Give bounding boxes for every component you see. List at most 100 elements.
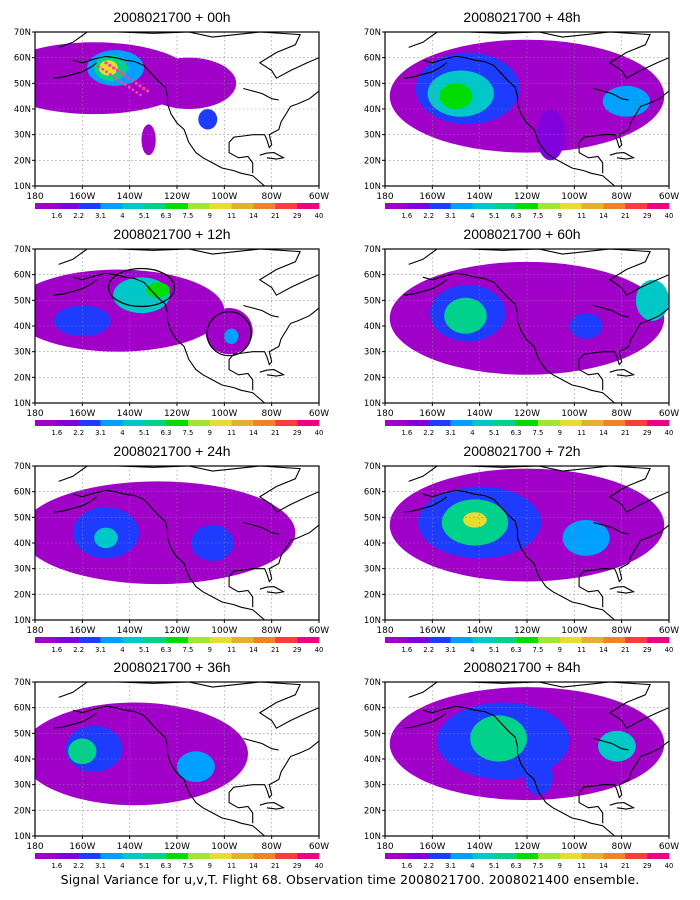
colorbar-swatch (428, 637, 451, 643)
colorbar-label: 7.5 (183, 646, 194, 654)
colorbar-swatch (209, 203, 232, 209)
y-tick-label: 50N (364, 513, 381, 523)
y-tick-label: 30N (364, 781, 381, 791)
panel-title: 2008021700 + 72h (463, 443, 581, 459)
x-tick-label: 120W (514, 626, 540, 636)
colorbar-label: 7.5 (183, 862, 194, 870)
colorbar-label: 21 (621, 429, 630, 437)
x-tick-label: 140W (117, 626, 143, 636)
panel-title: 2008021700 + 00h (113, 9, 231, 25)
colorbar-label: 2.2 (423, 862, 434, 870)
map-panel-6: 10N 20N 30N 40N 50N 60N 70N 180 160W 140W 120W 100W… (12, 658, 332, 873)
x-tick-label: 120W (164, 192, 190, 202)
colorbar-swatch (537, 853, 561, 859)
colorbar-swatch (625, 420, 648, 426)
y-tick-label: 60N (364, 54, 381, 64)
y-tick-label: 30N (364, 565, 381, 575)
colorbar-label: 6.3 (161, 646, 172, 654)
map-plot: 10N 20N 30N 40N 50N 60N 70N 180 160W 140W 120W 100W… (364, 28, 679, 220)
x-tick-label: 180 (26, 626, 43, 636)
x-tick-label: 140W (467, 842, 493, 852)
x-tick-label: 100W (211, 409, 237, 419)
colorbar-label: 2.2 (73, 862, 84, 870)
panel-title: 2008021700 + 60h (463, 226, 581, 242)
variance-shade (536, 109, 565, 161)
y-tick-label: 10N (364, 616, 381, 626)
variance-shade (635, 279, 669, 321)
x-tick-label: 80W (261, 409, 281, 419)
colorbar-swatch (209, 637, 232, 643)
colorbar-swatch (297, 637, 320, 643)
x-tick-label: 140W (117, 409, 143, 419)
y-tick-label: 40N (14, 105, 31, 115)
colorbar-swatch (472, 203, 495, 209)
colorbar-swatch (100, 420, 123, 426)
colorbar-label: 5.1 (489, 212, 500, 220)
x-tick-label: 80W (611, 192, 631, 202)
colorbar-label: 29 (293, 212, 302, 220)
colorbar-label: 14 (599, 429, 608, 437)
colorbar-label: 7.5 (533, 212, 544, 220)
colorbar-swatch (406, 637, 429, 643)
colorbar-label: 5.1 (489, 646, 500, 654)
y-tick-label: 40N (14, 539, 31, 549)
y-tick-label: 20N (364, 806, 381, 816)
colorbar-label: 11 (227, 862, 236, 870)
colorbar-label: 9 (558, 212, 562, 220)
map-panel-1: 10N 20N 30N 40N 50N 60N 70N 180 160W 140W 120W 100W… (362, 8, 682, 223)
colorbar-label: 1.6 (401, 429, 412, 437)
map-panel-5: 10N 20N 30N 40N 50N 60N 70N 180 160W 140W 120W 100W… (362, 442, 682, 657)
colorbar-swatch (231, 637, 254, 643)
colorbar-swatch (297, 420, 320, 426)
colorbar (385, 853, 670, 859)
colorbar-label: 1.6 (51, 429, 62, 437)
y-tick-label: 50N (364, 296, 381, 306)
colorbar-swatch (297, 203, 320, 209)
colorbar-label: 21 (271, 429, 280, 437)
colorbar-swatch (537, 203, 561, 209)
colorbar-swatch (428, 420, 451, 426)
colorbar-label: 5.1 (489, 862, 500, 870)
colorbar-label: 4 (120, 646, 124, 654)
colorbar-label: 40 (315, 429, 324, 437)
colorbar-label: 6.3 (511, 862, 522, 870)
colorbar-swatch (35, 420, 58, 426)
colorbar-label: 29 (643, 646, 652, 654)
colorbar-swatch (166, 637, 189, 643)
colorbar-swatch (537, 637, 561, 643)
colorbar-label: 21 (621, 646, 630, 654)
y-tick-label: 40N (14, 755, 31, 765)
y-tick-label: 70N (364, 245, 381, 255)
x-tick-label: 100W (561, 626, 587, 636)
highlight-circles (107, 267, 252, 357)
x-tick-label: 180 (26, 409, 43, 419)
x-tick-label: 80W (261, 626, 281, 636)
y-tick-label: 60N (14, 271, 31, 281)
colorbar-label: 9 (208, 212, 212, 220)
colorbar-label: 40 (315, 862, 324, 870)
x-tick-label: 120W (514, 842, 540, 852)
x-tick-label: 160W (419, 409, 445, 419)
colorbar-label: 14 (599, 862, 608, 870)
colorbar-label: 4 (120, 212, 124, 220)
x-tick-label: 160W (69, 626, 95, 636)
map-plot: 10N 20N 30N 40N 50N 60N 70N 180 160W 140W 120W 100W… (14, 28, 329, 220)
colorbar-swatch (253, 853, 276, 859)
colorbar-label: 40 (665, 862, 674, 870)
colorbar-swatch (275, 637, 298, 643)
colorbar-label: 3.1 (95, 429, 106, 437)
colorbar-swatch (450, 637, 473, 643)
x-tick-label: 140W (117, 192, 143, 202)
colorbar-swatch (625, 637, 648, 643)
y-tick-label: 70N (364, 28, 381, 38)
variance-shade (141, 124, 156, 156)
x-tick-label: 60W (659, 409, 679, 419)
colorbar-label: 4 (470, 212, 474, 220)
panel-title: 2008021700 + 48h (463, 9, 581, 25)
y-tick-label: 50N (14, 729, 31, 739)
colorbar-swatch (78, 853, 101, 859)
colorbar-swatch (472, 853, 495, 859)
colorbar-swatch (56, 420, 79, 426)
colorbar-swatch (603, 637, 626, 643)
colorbar-swatch (603, 420, 626, 426)
